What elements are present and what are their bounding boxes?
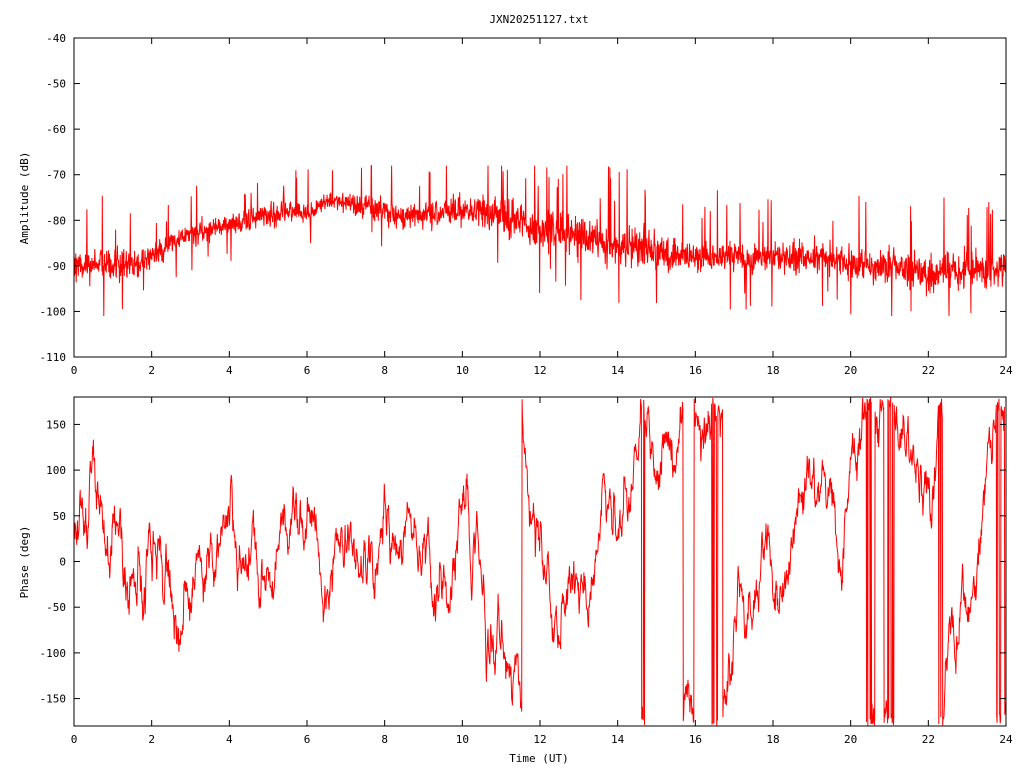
x-tick-label: 8	[381, 364, 388, 377]
y-tick-label: -60	[46, 123, 66, 136]
y-tick-label: -100	[40, 305, 67, 318]
y-tick-label: -50	[46, 78, 66, 91]
x-tick-label: 6	[304, 733, 311, 746]
x-tick-label: 0	[71, 733, 78, 746]
x-tick-label: 20	[844, 733, 857, 746]
x-tick-label: 16	[689, 733, 702, 746]
y-tick-label: -100	[40, 647, 67, 660]
x-tick-label: 6	[304, 364, 311, 377]
amplitude-y-ticks: -40 -50 -60 -70 -80 -90 -100 -110	[40, 32, 1006, 364]
x-tick-label: 22	[922, 733, 935, 746]
x-tick-label: 12	[533, 364, 546, 377]
x-tick-label: 14	[611, 364, 625, 377]
amplitude-x-ticks: 0 2 4 6 8 10 12 14 16 18 20 22 24	[71, 38, 1013, 377]
x-tick-label: 4	[226, 364, 233, 377]
phase-panel: 0 2 4 6 8 10 12 14 16 18 20 22 24 150100500-50-100-1…	[18, 396, 1013, 765]
x-tick-label: 2	[148, 733, 155, 746]
x-tick-label: 24	[999, 364, 1013, 377]
y-tick-label: 100	[46, 464, 66, 477]
amplitude-series	[73, 165, 1007, 317]
y-tick-label: -150	[40, 693, 67, 706]
x-tick-label: 12	[533, 733, 546, 746]
x-tick-label: 18	[766, 364, 779, 377]
phase-series	[74, 397, 1006, 726]
amplitude-plot-frame	[73, 37, 1007, 358]
y-tick-label: 0	[59, 556, 66, 569]
x-tick-label: 20	[844, 364, 857, 377]
amplitude-y-axis-label: Amplitude (dB)	[18, 152, 31, 245]
x-tick-label: 0	[71, 364, 78, 377]
y-tick-label: 150	[46, 418, 66, 431]
x-tick-label: 14	[611, 733, 625, 746]
x-tick-label: 16	[689, 364, 702, 377]
y-tick-label: -80	[46, 214, 66, 227]
x-tick-label: 8	[381, 733, 388, 746]
y-tick-label: -70	[46, 169, 66, 182]
phase-line	[74, 397, 1006, 726]
x-tick-label: 10	[456, 733, 469, 746]
chart-title: JXN20251127.txt	[489, 13, 588, 26]
y-tick-label: -90	[46, 260, 66, 273]
x-tick-label: 22	[922, 364, 935, 377]
x-tick-label: 4	[226, 733, 233, 746]
amplitude-panel: 0 2 4 6 8 10 12 14 16 18 20 22 24 -40-50-60-70-80-90…	[18, 32, 1013, 377]
x-tick-label: 10	[456, 364, 469, 377]
x-tick-label: 18	[766, 733, 779, 746]
phase-y-axis-label: Phase (deg)	[18, 526, 31, 599]
y-tick-label: -110	[40, 351, 67, 364]
x-tick-label: 2	[148, 364, 155, 377]
y-tick-label: -50	[46, 601, 66, 614]
x-tick-label: 24	[999, 733, 1013, 746]
phase-y-ticks: 150 100 50 0 -50 -100 -150	[40, 418, 1006, 706]
phase-x-axis-label: Time (UT)	[509, 752, 569, 765]
y-tick-label: -40	[46, 32, 66, 45]
y-tick-label: 50	[53, 510, 66, 523]
phase-x-ticks: 0 2 4 6 8 10 12 14 16 18 20 22 24	[71, 397, 1013, 746]
amplitude-line	[73, 165, 1007, 317]
